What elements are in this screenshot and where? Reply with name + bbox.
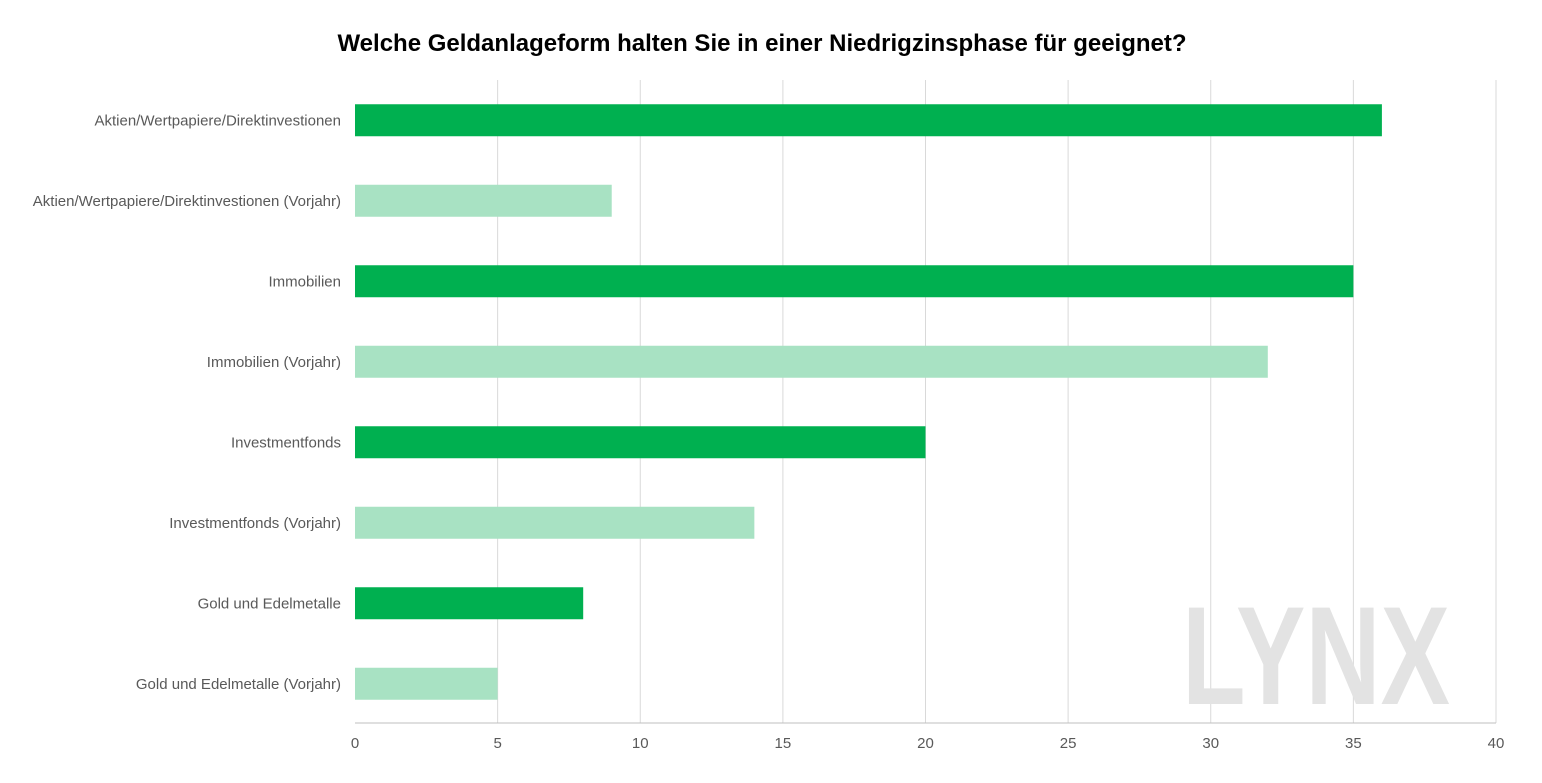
category-labels: Aktien/Wertpapiere/Direktinvestionen Akti… [33,112,341,693]
x-tick-label: 20 [917,735,934,752]
bar [355,587,584,620]
x-tick-label: 10 [632,735,649,752]
x-axis-tick-labels: 0 5 10 15 20 25 30 35 40 [351,735,1505,752]
x-tick-label: 25 [1060,735,1077,752]
category-label: Aktien/Wertpapiere/Direktinvestionen [94,112,341,129]
category-label: Immobilien (Vorjahr) [207,354,341,371]
chart-title: Welche Geldanlageform halten Sie in eine… [337,30,1187,57]
category-label: Aktien/Wertpapiere/Direktinvestionen (Vo… [33,193,341,210]
x-tick-label: 5 [493,735,501,752]
x-tick-label: 40 [1488,735,1505,752]
bars [355,104,1382,700]
x-tick-label: 0 [351,735,359,752]
category-label: Investmentfonds (Vorjahr) [169,515,341,532]
category-label: Immobilien [268,273,341,290]
bar [355,104,1382,137]
bar [355,426,926,459]
category-label: Investmentfonds [231,434,341,451]
x-tick-label: 30 [1202,735,1219,752]
bar [355,184,612,217]
category-label: Gold und Edelmetalle (Vorjahr) [136,676,341,693]
x-tick-label: 35 [1345,735,1362,752]
bar [355,265,1354,298]
x-tick-label: 15 [775,735,792,752]
bar [355,345,1268,378]
category-label: Gold und Edelmetalle [198,595,341,612]
bar [355,667,498,700]
bar [355,506,755,539]
lynx-watermark: LYNX [1182,577,1450,734]
